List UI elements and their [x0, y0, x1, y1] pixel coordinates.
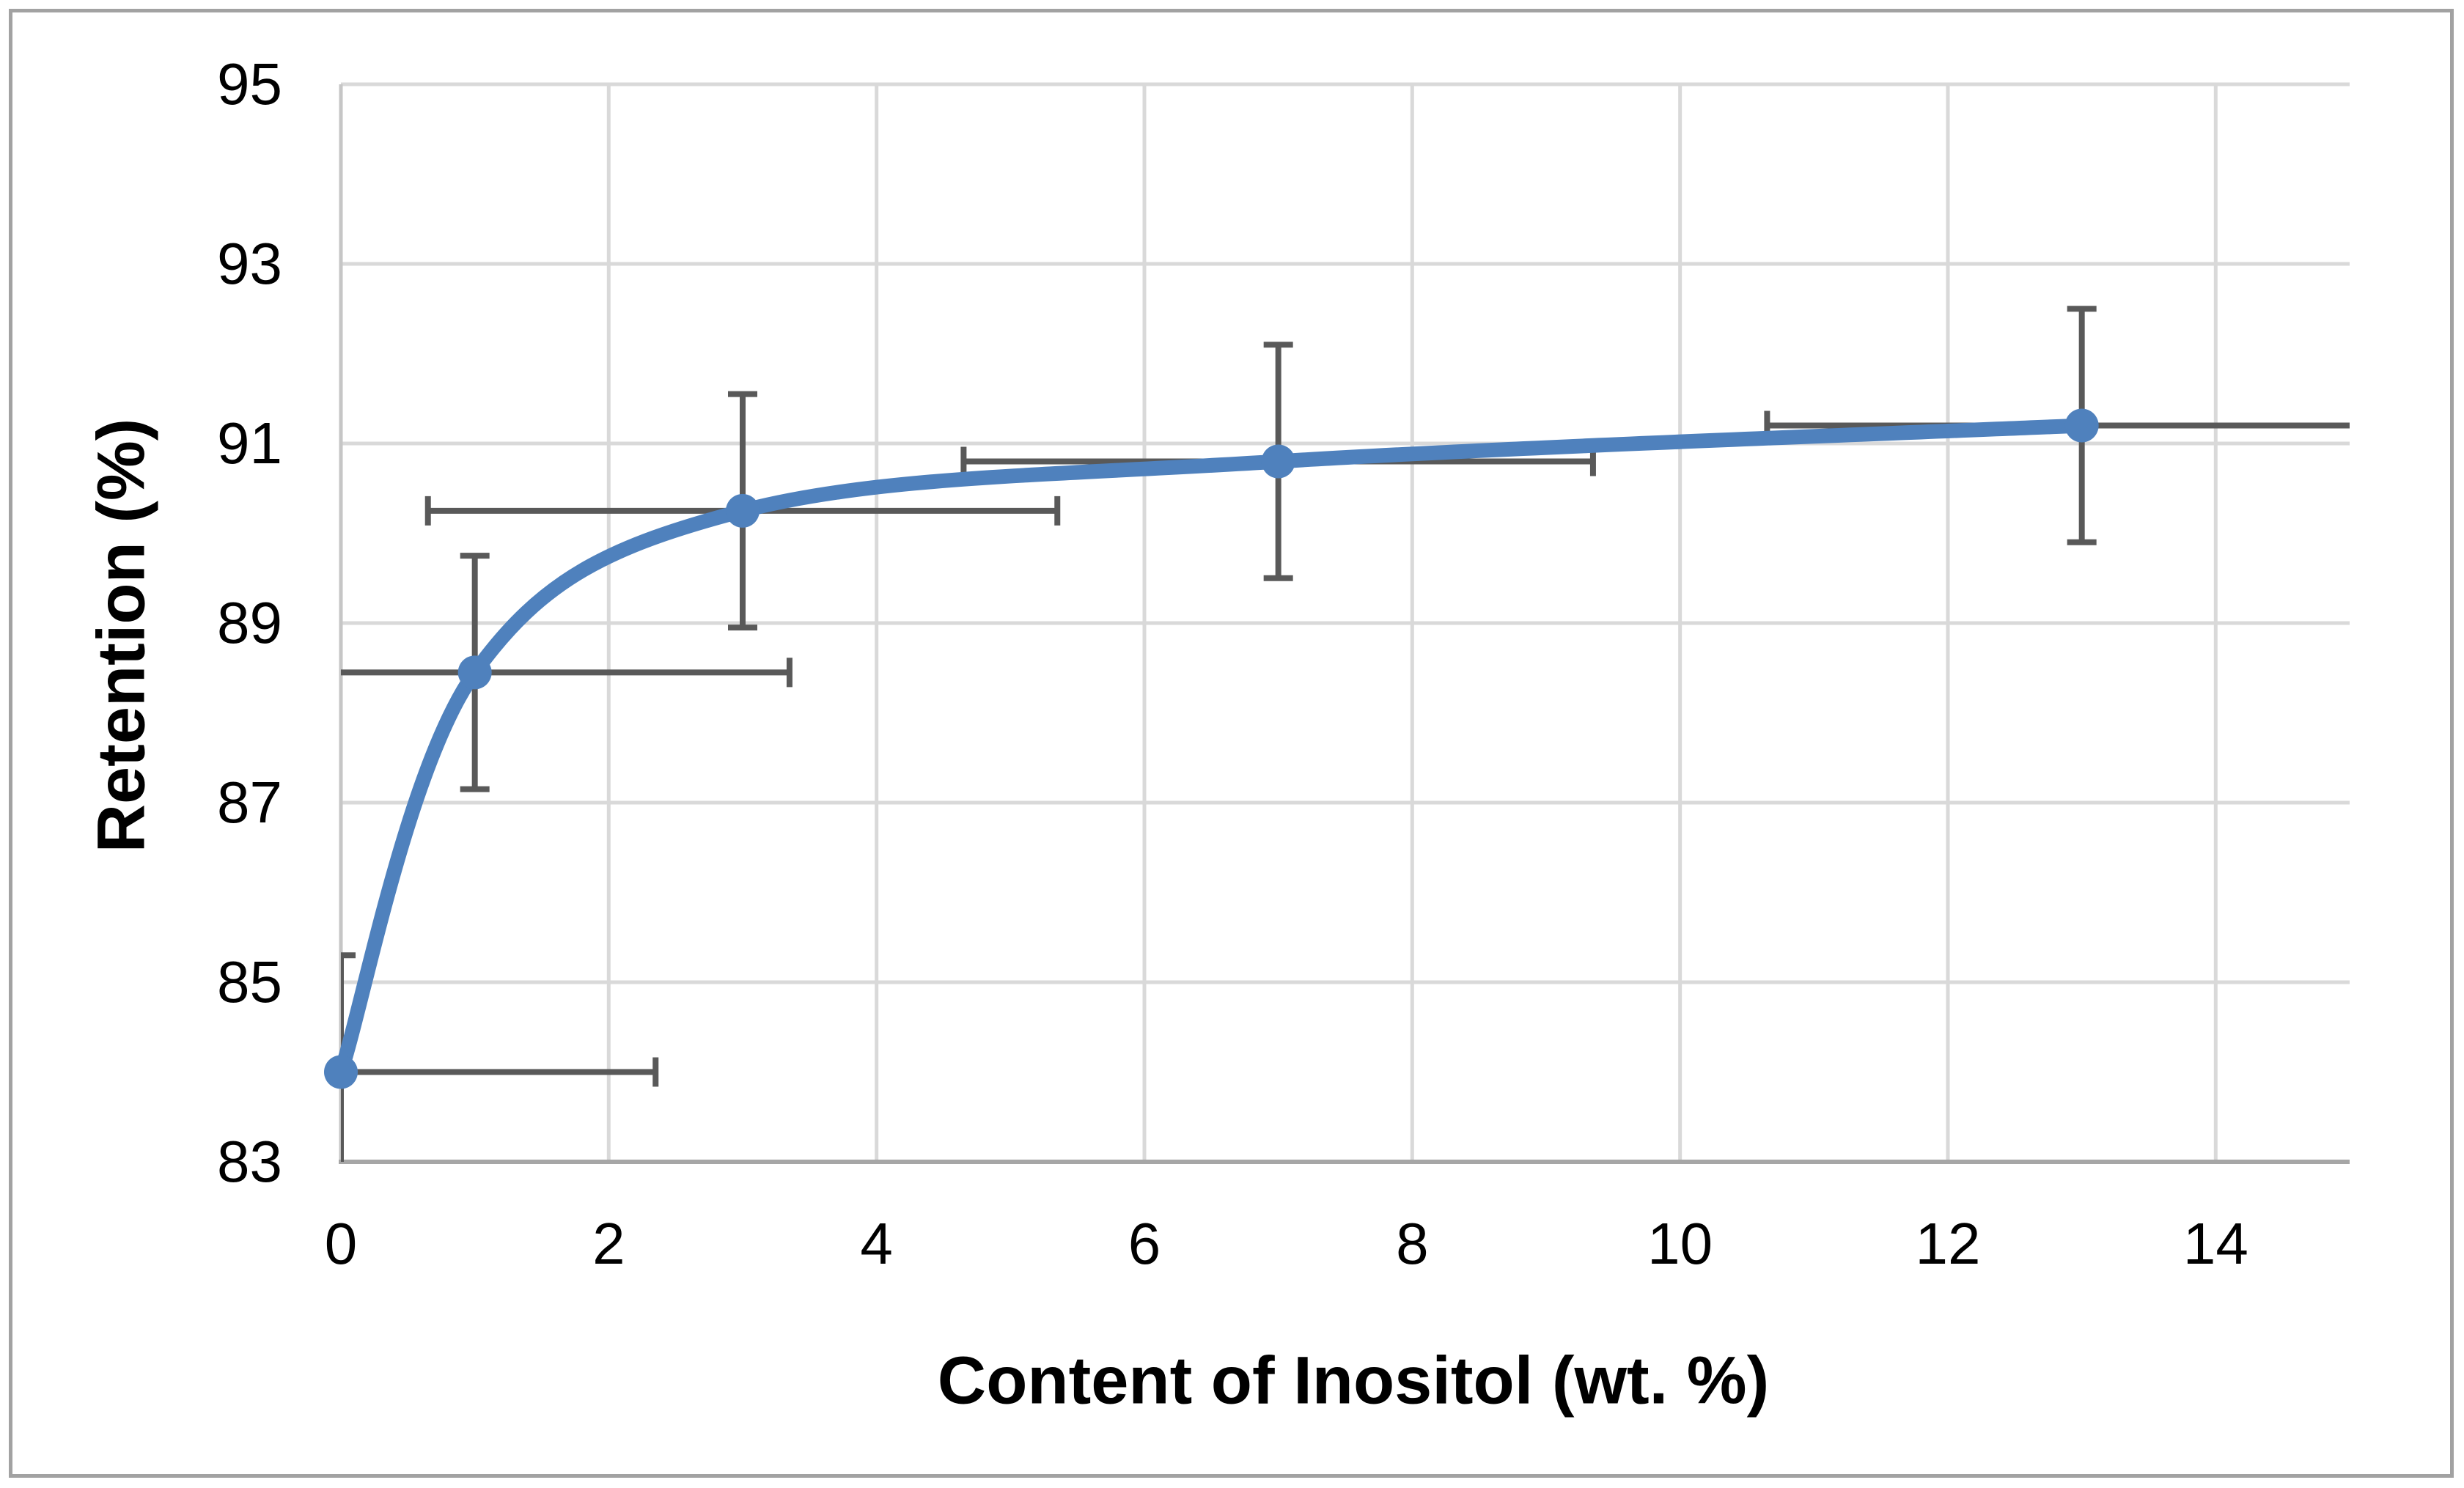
x-axis-title: Content of Inositol (wt. %)	[937, 1343, 1770, 1418]
x-tick-label: 4	[860, 1211, 893, 1276]
x-tick-label: 8	[1396, 1211, 1429, 1276]
x-tick-label: 2	[592, 1211, 625, 1276]
x-tick-label: 10	[1647, 1211, 1713, 1276]
error-bars	[341, 306, 2350, 1162]
y-tick-label: 83	[217, 1129, 282, 1194]
y-tick-label: 85	[217, 949, 282, 1014]
y-tick-label: 95	[217, 51, 282, 117]
y-axis-title: Retention (%)	[84, 418, 159, 853]
series-line	[334, 418, 2089, 1080]
y-tick-label: 93	[217, 231, 282, 296]
series-markers	[324, 408, 2099, 1089]
y-tick-label: 89	[217, 590, 282, 655]
x-tick-label: 12	[1915, 1211, 1981, 1276]
x-tick-label: 6	[1128, 1211, 1161, 1276]
y-tick-label: 87	[217, 770, 282, 835]
gridlines	[341, 82, 2350, 1162]
y-tick-label: 91	[217, 410, 282, 476]
x-tick-label: 14	[2182, 1211, 2248, 1276]
x-tick-label: 0	[324, 1211, 358, 1276]
